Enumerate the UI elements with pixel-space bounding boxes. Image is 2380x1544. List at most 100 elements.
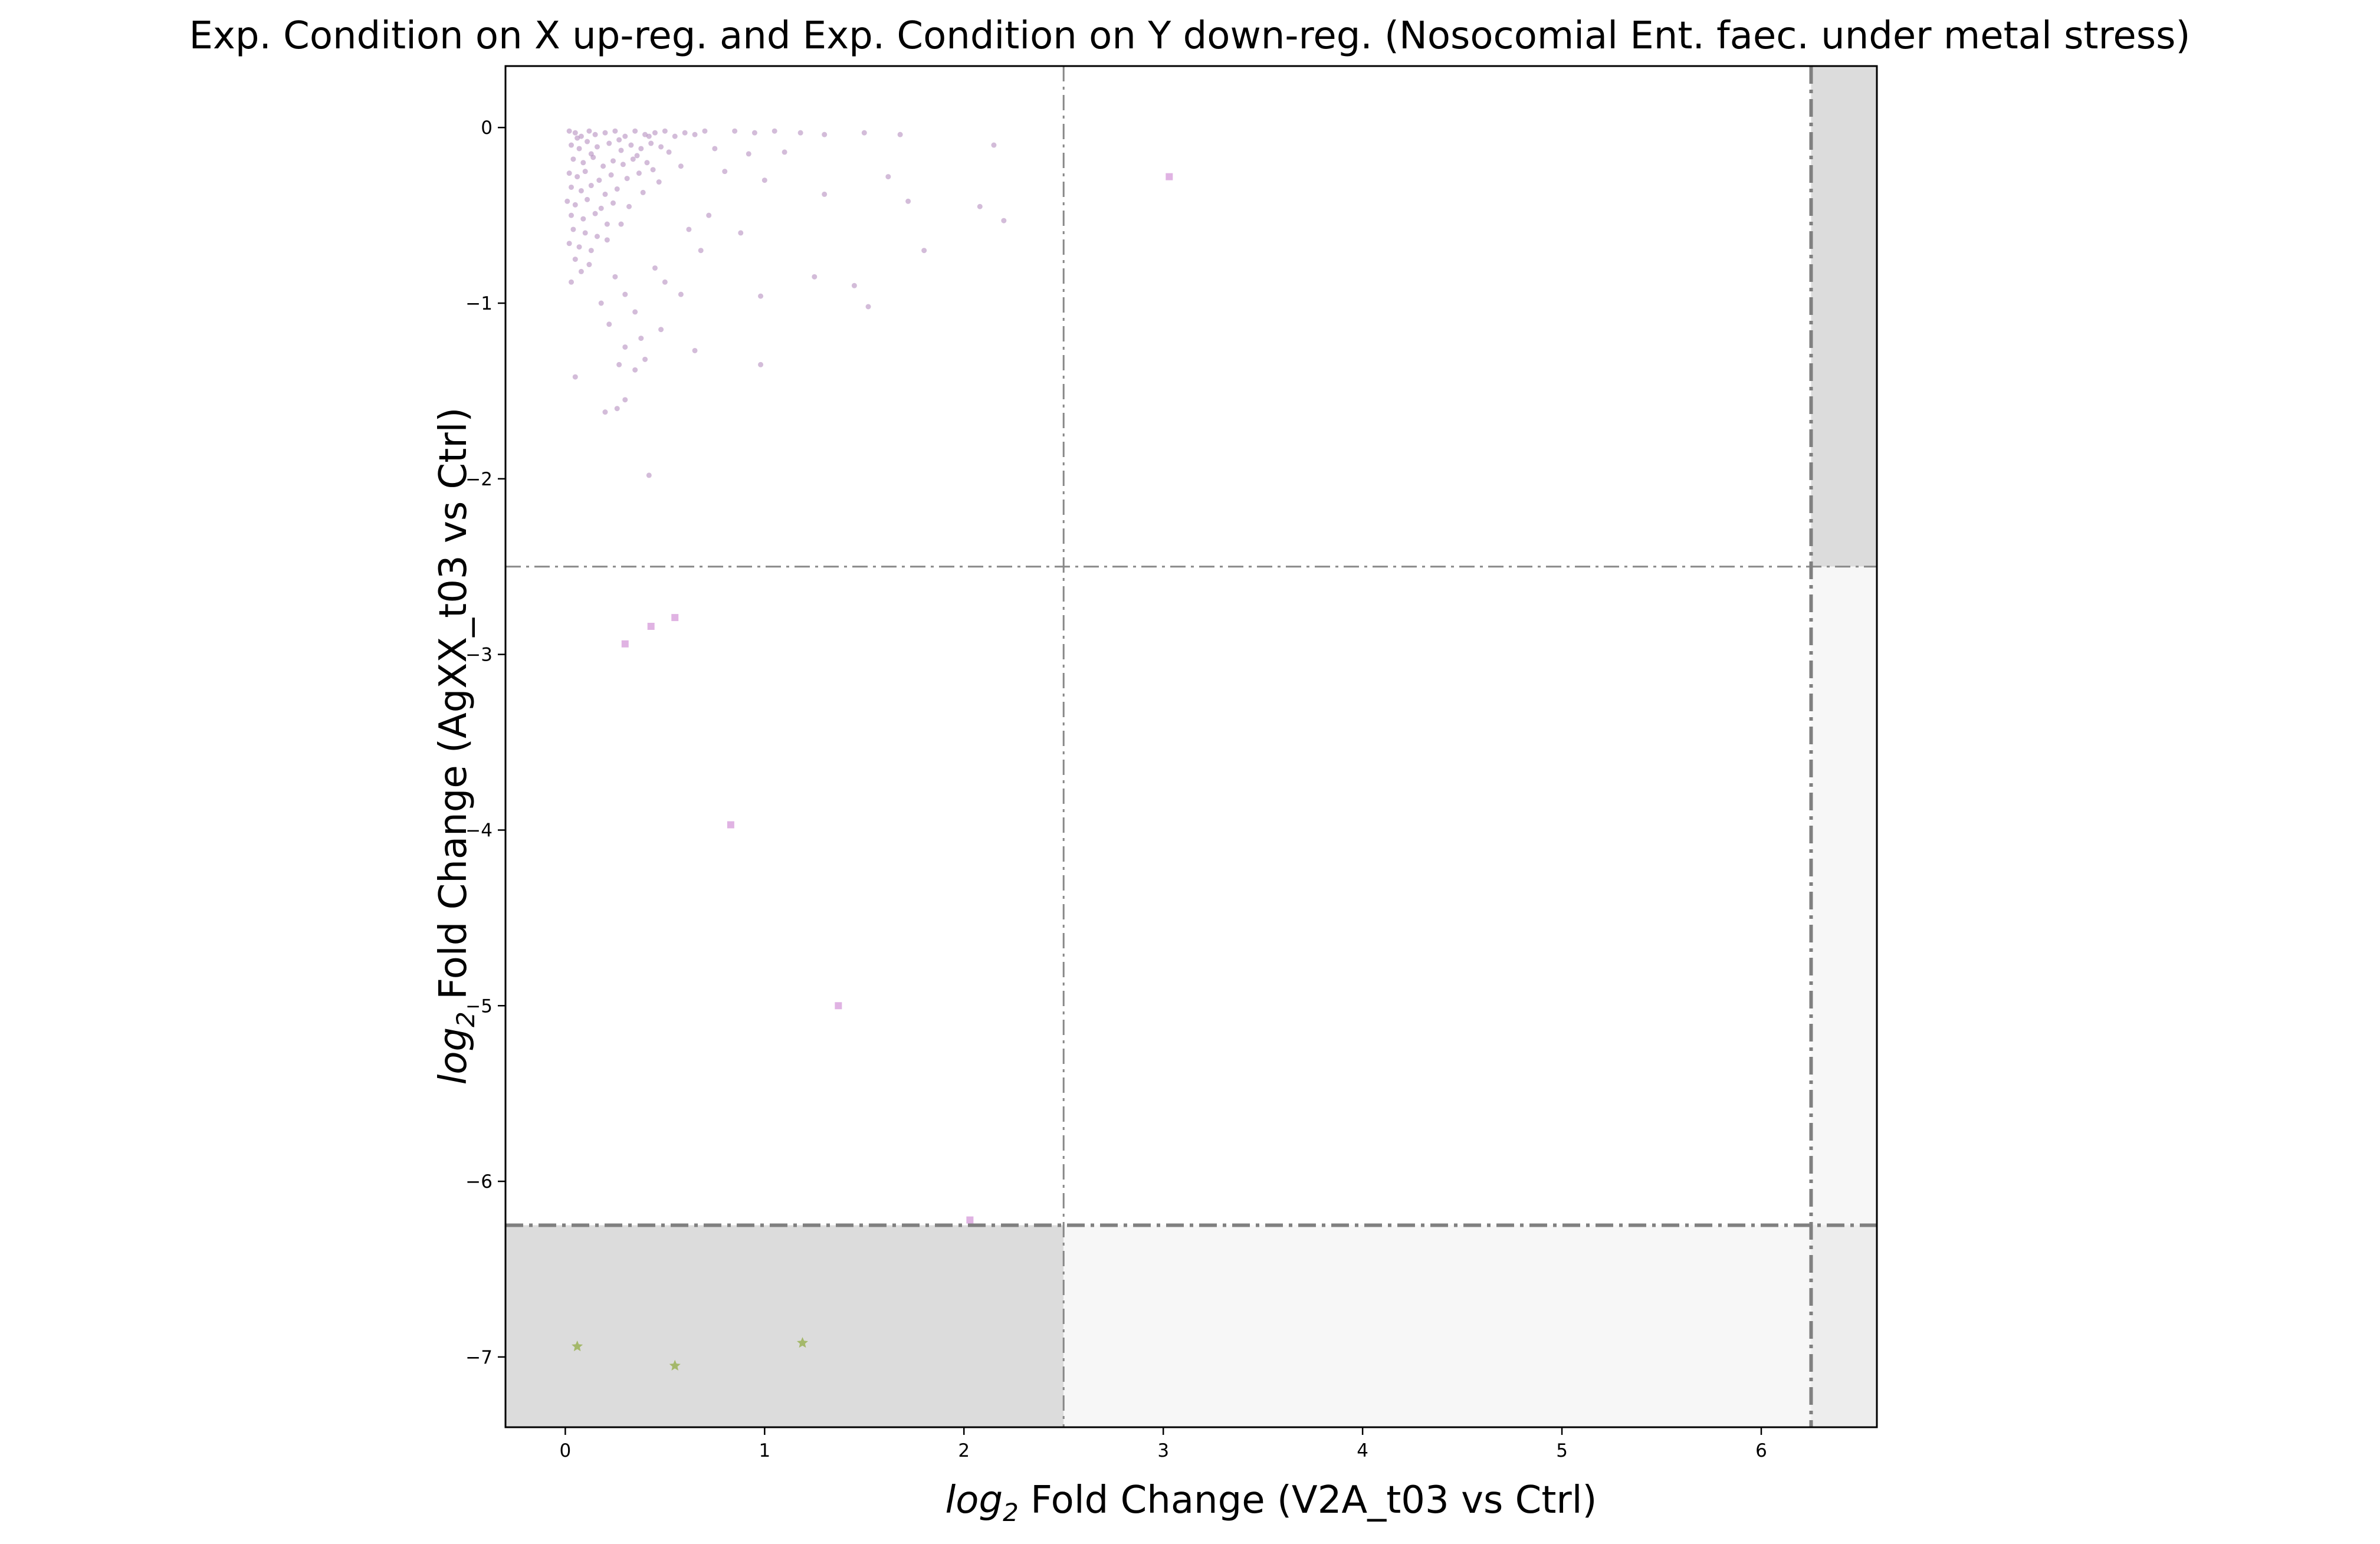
data-point-s0-67 (616, 137, 622, 143)
x-axis-label: log2 Fold Change (V2A_t03 vs Ctrl) (946, 1479, 1597, 1527)
data-point-s0-23 (638, 146, 644, 152)
data-point-s0-30 (610, 158, 616, 164)
data-point-s0-95 (706, 212, 712, 218)
data-point-s0-111 (658, 327, 664, 333)
data-point-s0-90 (822, 191, 828, 197)
data-point-s0-46 (564, 198, 570, 204)
data-point-s0-11 (662, 128, 668, 134)
data-point-s0-105 (662, 279, 668, 285)
data-point-s0-75 (604, 237, 610, 243)
data-point-s0-100 (851, 282, 857, 288)
data-point-s0-118 (572, 374, 578, 380)
y-tick-label: −4 (465, 820, 493, 841)
data-point-s2-0 (572, 1341, 583, 1352)
data-point-s0-89 (761, 178, 767, 183)
data-point-s0-32 (630, 156, 636, 162)
data-point-s0-83 (897, 132, 903, 137)
data-point-s0-56 (582, 230, 588, 236)
data-point-s0-54 (604, 221, 610, 227)
x-tick-label: 2 (958, 1440, 970, 1461)
data-point-s0-104 (652, 265, 658, 271)
data-point-s0-27 (580, 160, 586, 166)
data-point-s0-53 (592, 211, 598, 216)
data-point-s0-102 (865, 304, 871, 310)
data-point-s0-123 (646, 472, 652, 478)
data-point-s0-20 (606, 140, 612, 146)
data-point-s0-112 (638, 336, 644, 341)
data-point-s0-49 (598, 205, 604, 211)
data-point-s0-106 (612, 274, 618, 280)
data-point-s0-24 (648, 140, 654, 146)
y-tick-label: −6 (465, 1171, 493, 1193)
data-point-s0-70 (666, 149, 672, 155)
data-point-s0-0 (566, 128, 572, 134)
y-tick-label: −5 (465, 996, 493, 1017)
data-point-s0-114 (692, 347, 698, 353)
data-point-s0-98 (698, 248, 704, 254)
data-points (564, 128, 1174, 1371)
data-point-s0-13 (682, 130, 688, 136)
data-point-s0-47 (572, 202, 578, 208)
shaded-region-1 (1811, 66, 1877, 567)
plot-frame (504, 65, 1878, 1428)
shaded-region-3 (1063, 1225, 1811, 1427)
data-point-s1-6 (965, 1215, 975, 1225)
x-tick-label: 0 (560, 1440, 572, 1461)
data-point-s0-124 (678, 291, 684, 297)
x-tick-label: 4 (1357, 1440, 1368, 1461)
data-point-s0-64 (578, 268, 584, 274)
data-point-s0-97 (686, 226, 692, 232)
data-point-s0-1 (572, 130, 578, 136)
data-point-s0-33 (644, 160, 650, 166)
data-point-s0-19 (594, 144, 600, 150)
shaded-region-4 (1811, 566, 1877, 1226)
y-axis-ticks: 0 −1 −2 −3 −4 −5 −6 −7 (465, 117, 505, 1368)
data-point-s0-51 (569, 212, 575, 218)
data-point-s0-96 (738, 230, 744, 236)
data-point-s0-17 (576, 146, 582, 152)
data-point-s0-43 (588, 183, 594, 189)
data-point-s0-99 (812, 274, 818, 280)
data-point-s0-9 (642, 132, 648, 137)
data-point-s0-76 (618, 221, 624, 227)
data-point-s0-40 (636, 170, 642, 176)
shaded-region-2 (1811, 1225, 1877, 1427)
data-point-s0-63 (569, 279, 575, 285)
data-point-s0-113 (622, 344, 628, 350)
data-point-s0-78 (751, 130, 757, 136)
data-point-s0-48 (585, 196, 590, 202)
data-point-s0-116 (616, 362, 622, 367)
data-point-s0-60 (588, 248, 594, 254)
shaded-region-0 (505, 1225, 1064, 1427)
data-point-s0-52 (580, 216, 586, 222)
data-point-s0-71 (678, 163, 684, 169)
data-point-s0-37 (596, 178, 602, 183)
data-point-s0-77 (732, 128, 738, 134)
shaded-regions (505, 66, 1877, 1427)
data-point-s0-38 (608, 172, 614, 178)
data-point-s0-85 (712, 146, 718, 152)
data-point-s0-115 (642, 356, 648, 362)
data-point-s0-36 (582, 169, 588, 175)
data-point-s0-117 (632, 367, 638, 373)
data-point-s0-66 (588, 151, 594, 157)
data-point-s2-1 (669, 1359, 681, 1371)
data-point-s0-58 (566, 241, 572, 247)
data-point-s0-26 (570, 156, 576, 162)
data-point-s0-2 (578, 133, 584, 139)
data-point-s0-69 (650, 167, 656, 173)
data-point-s0-57 (594, 234, 600, 239)
data-point-s0-22 (628, 142, 634, 148)
data-point-s0-50 (610, 200, 616, 206)
data-point-s0-14 (692, 132, 698, 137)
data-point-s0-109 (606, 321, 612, 327)
data-point-s0-61 (572, 257, 578, 262)
data-point-s0-80 (797, 130, 803, 136)
data-point-s0-35 (575, 174, 580, 180)
data-point-s2-2 (797, 1337, 808, 1348)
data-point-s0-3 (586, 128, 592, 134)
data-point-s0-68 (634, 153, 640, 159)
data-point-s0-84 (991, 142, 997, 148)
data-point-s0-92 (905, 198, 911, 204)
data-point-s0-39 (624, 176, 630, 182)
